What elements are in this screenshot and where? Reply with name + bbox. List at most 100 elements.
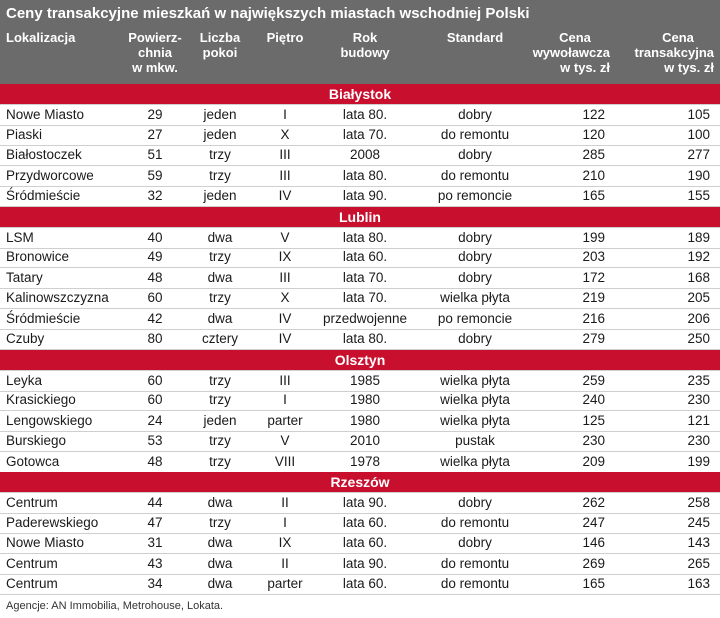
cell-powierzchnia: 60 (147, 372, 163, 388)
cell-standard: po remoncie (437, 310, 513, 326)
cell-pietro: parter (267, 412, 303, 428)
cell-liczba-pokoi: trzy (209, 433, 231, 448)
header-pietro-text: Piętro (266, 30, 304, 45)
cell-lokalizacja: Gotowca (6, 453, 60, 469)
cell-cena-transakcyjna: 205 (687, 290, 710, 305)
table-header: Ceny transakcyjne mieszkań w największyc… (0, 0, 720, 84)
cell-pietro: I (283, 392, 287, 407)
table-row: Centrum 43 dwa II lata 90. do remontu 269 265 (0, 554, 720, 575)
cell-liczba-pokoi: trzy (209, 167, 231, 183)
cell-liczba-pokoi: dwa (207, 495, 233, 510)
cell-cena-wywolawcza: 125 (582, 412, 605, 428)
header-pietro: Piętro (255, 30, 315, 45)
cell-liczba-pokoi: trzy (209, 514, 231, 530)
cell-powierzchnia: 48 (147, 269, 163, 285)
cell-cena-transakcyjna: 206 (687, 310, 710, 326)
cell-pietro: VIII (274, 453, 296, 469)
cell-pietro: IV (278, 331, 292, 346)
cell-rok-budowy: 1980 (349, 392, 381, 407)
cell-cena-wywolawcza: 209 (582, 453, 605, 469)
cell-powierzchnia: 34 (147, 576, 163, 591)
cell-powierzchnia: 27 (147, 126, 163, 142)
cell-lokalizacja: Leyka (6, 372, 43, 388)
cell-pietro: V (280, 433, 290, 448)
table-row: Śródmieście 42 dwa IV przedwojenne po remonci… (0, 309, 720, 330)
header-powierzchnia-line3: w mkw. (132, 60, 178, 75)
cell-rok-budowy: lata 90. (342, 495, 388, 510)
cell-lokalizacja: Czuby (6, 331, 45, 346)
cell-lokalizacja: Przydworcowe (6, 167, 94, 183)
header-powierzchnia: Powierz- chnia w mkw. (110, 30, 200, 75)
cell-standard: wielka płyta (440, 392, 510, 407)
cell-powierzchnia: 60 (147, 392, 163, 407)
cell-pietro: V (280, 229, 290, 245)
cell-cena-wywolawcza: 203 (582, 249, 605, 264)
cell-pietro: X (280, 126, 290, 142)
cell-powierzchnia: 59 (147, 167, 163, 183)
table-row: Śródmieście 32 jeden IV lata 90. po remoncie 1… (0, 186, 720, 207)
cell-lokalizacja: Centrum (6, 555, 58, 571)
cell-lokalizacja: Bronowice (6, 249, 70, 264)
cell-pietro: IV (278, 310, 292, 326)
cell-liczba-pokoi: jeden (203, 412, 237, 428)
cell-rok-budowy: 1978 (349, 453, 381, 469)
cell-powierzchnia: 48 (147, 453, 163, 469)
cell-liczba-pokoi: trzy (209, 372, 231, 388)
source-note: Agencje: AN Immobilia, Metrohouse, Lokat… (6, 600, 224, 612)
cell-cena-transakcyjna: 277 (687, 147, 710, 162)
table-row: Nowe Miasto 31 dwa IX lata 60. dobry 146 143 (0, 533, 720, 554)
cell-cena-transakcyjna: 235 (687, 372, 710, 388)
cell-liczba-pokoi: trzy (209, 392, 231, 407)
table-row: Czuby 80 cztery IV lata 80. dobry 279 250 (0, 329, 720, 350)
cell-rok-budowy: lata 80. (342, 167, 388, 183)
header-lokalizacja: Lokalizacja (6, 30, 75, 45)
cell-standard: dobry (458, 331, 492, 346)
cell-standard: dobry (458, 147, 492, 162)
cell-liczba-pokoi: dwa (207, 269, 233, 285)
cell-cena-wywolawcza: 122 (582, 107, 605, 122)
cell-cena-wywolawcza: 216 (582, 310, 605, 326)
section-header-3: Rzeszów (0, 472, 720, 492)
cell-cena-transakcyjna: 100 (687, 126, 710, 142)
cell-powierzchnia: 29 (147, 107, 163, 122)
cell-cena-transakcyjna: 143 (687, 535, 710, 550)
table-row: Centrum 34 dwa parter lata 60. do remontu 165 1… (0, 574, 720, 595)
cell-rok-budowy: lata 60. (342, 249, 388, 264)
cell-rok-budowy: lata 80. (342, 229, 388, 245)
cell-rok-budowy: lata 90. (342, 555, 388, 571)
cell-cena-wywolawcza: 165 (582, 576, 605, 591)
cell-standard: po remoncie (437, 188, 513, 203)
cell-cena-wywolawcza: 165 (582, 188, 605, 203)
cell-lokalizacja: Nowe Miasto (6, 107, 85, 122)
cell-cena-wywolawcza: 146 (582, 535, 605, 550)
cell-rok-budowy: 2010 (349, 433, 381, 448)
header-cena-transakcyjna-line3: w tys. zł (664, 60, 714, 75)
header-cena-transakcyjna-line1: Cena (662, 30, 694, 45)
cell-powierzchnia: 40 (147, 229, 163, 245)
cell-cena-wywolawcza: 247 (582, 514, 605, 530)
cell-standard: do remontu (440, 555, 510, 571)
cell-cena-transakcyjna: 189 (687, 229, 710, 245)
cell-lokalizacja: Nowe Miasto (6, 535, 85, 550)
header-rok-budowy-line2: budowy (340, 45, 390, 60)
cell-standard: wielka płyta (440, 453, 510, 469)
cell-powierzchnia: 42 (147, 310, 163, 326)
cell-standard: wielka płyta (440, 290, 510, 305)
cell-standard: do remontu (440, 167, 510, 183)
cell-lokalizacja: Lengowskiego (6, 412, 93, 428)
cell-pietro: III (279, 167, 291, 183)
cell-liczba-pokoi: dwa (207, 535, 233, 550)
header-cena-wywolawcza-line1: Cena (559, 30, 591, 45)
cell-rok-budowy: lata 90. (342, 188, 388, 203)
header-cena-wywolawcza-line2: wywoławcza (532, 45, 610, 60)
cell-pietro: IX (278, 249, 292, 264)
section-header-2: Olsztyn (0, 349, 720, 370)
cell-liczba-pokoi: trzy (209, 453, 231, 469)
header-powierzchnia-line2: chnia (138, 45, 172, 60)
cell-cena-wywolawcza: 210 (582, 167, 605, 183)
cell-cena-transakcyjna: 230 (687, 392, 710, 407)
cell-lokalizacja: Centrum (6, 495, 58, 510)
cell-pietro: III (279, 372, 291, 388)
